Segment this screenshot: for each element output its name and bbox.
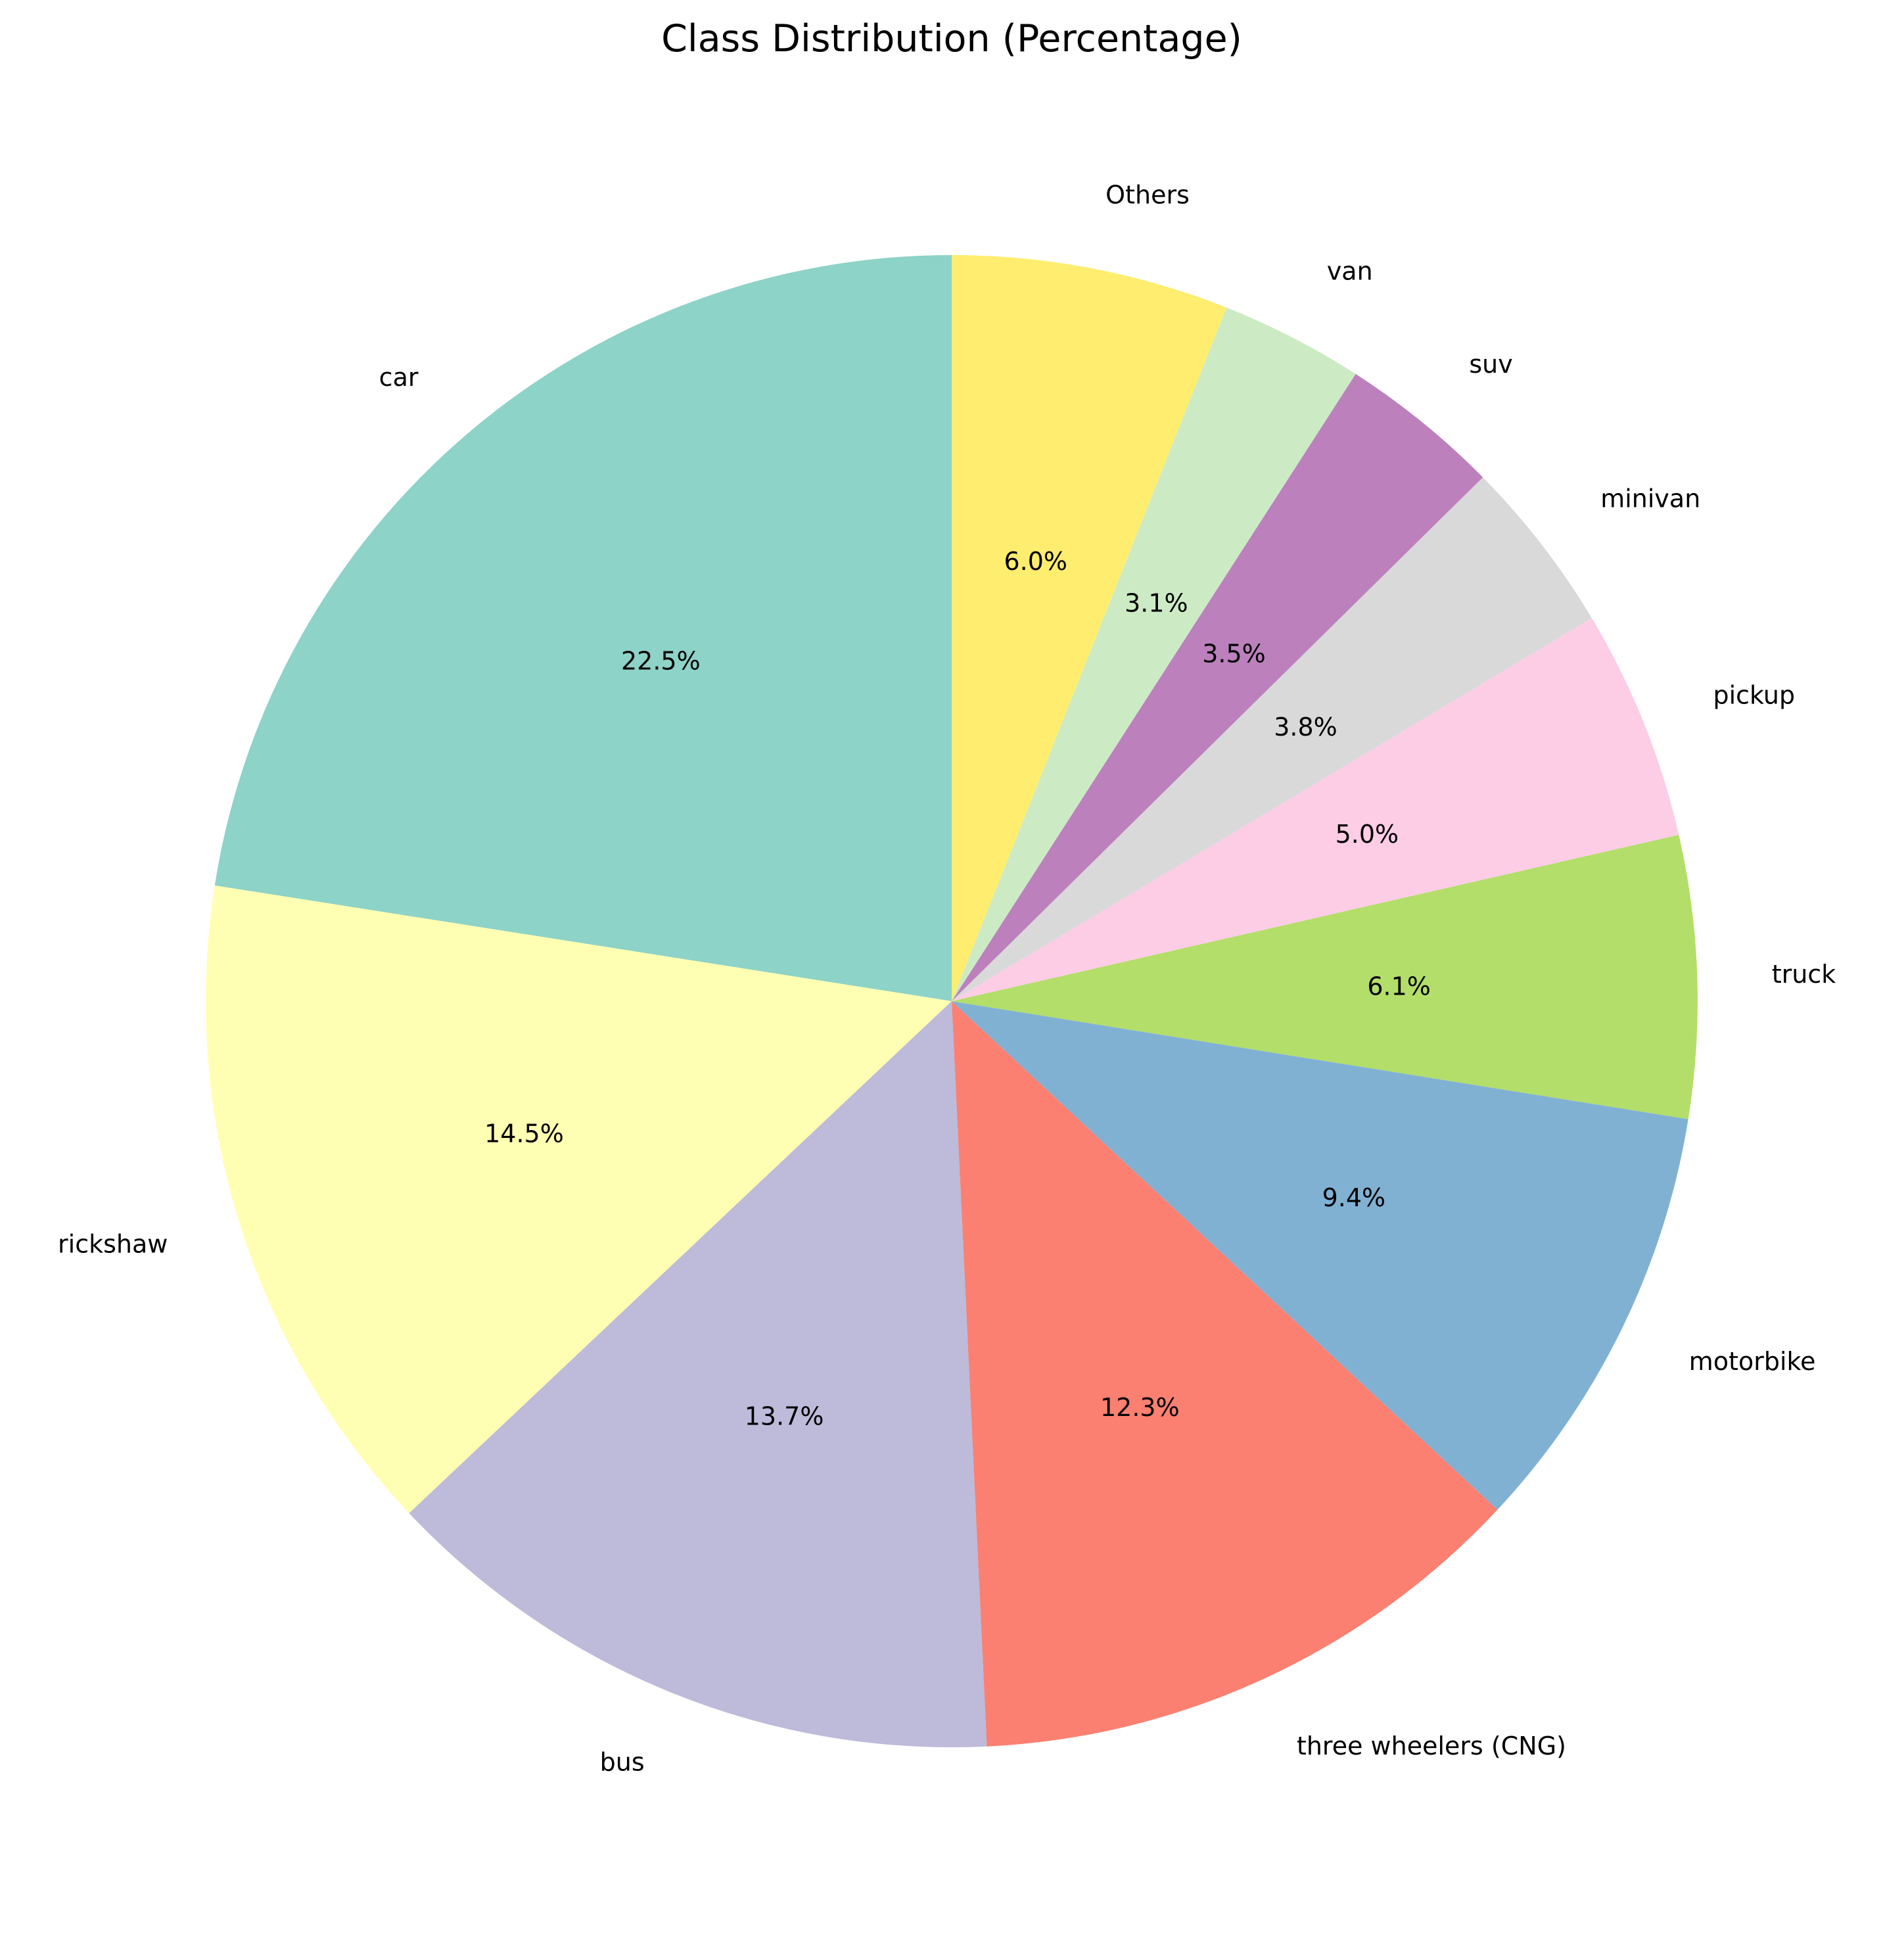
slice-label-pickup: pickup — [1713, 680, 1795, 709]
pie-slice-pickup — [952, 618, 1679, 1001]
pie-slices — [205, 255, 1698, 1747]
slice-label-truck: truck — [1772, 960, 1836, 989]
slice-label-minivan: minivan — [1600, 484, 1700, 513]
slice-label-van: van — [1327, 257, 1373, 286]
pie-slice-others — [952, 255, 1227, 1001]
pie-slice-van — [952, 307, 1356, 1001]
slice-label-others: Others — [1105, 181, 1190, 210]
pie-labels: car 22.5% rickshaw 14.5% bus 13.7% three wheel… — [58, 181, 1836, 1777]
chart-title: Class Distribution (Percentage) — [661, 17, 1242, 60]
pct-label-truck: 6.1% — [1367, 972, 1431, 1001]
pct-label-three-wheelers-cng: 12.3% — [1100, 1393, 1180, 1422]
slice-label-suv: suv — [1469, 350, 1512, 379]
pie-slice-truck — [952, 834, 1698, 1120]
pct-label-motorbike: 9.4% — [1322, 1183, 1386, 1212]
slice-label-three-wheelers-cng: three wheelers (CNG) — [1297, 1732, 1566, 1760]
pie-slice-suv — [952, 373, 1483, 1001]
pct-label-suv: 3.5% — [1202, 640, 1266, 669]
pie-slice-rickshaw — [205, 885, 952, 1513]
pct-label-bus: 13.7% — [745, 1402, 824, 1430]
pct-label-van: 3.1% — [1125, 588, 1188, 617]
slice-label-rickshaw: rickshaw — [58, 1229, 168, 1258]
pct-label-others: 6.0% — [1004, 547, 1067, 576]
pie-slice-motorbike — [952, 1001, 1688, 1510]
slice-label-car: car — [379, 363, 419, 392]
pct-label-minivan: 3.8% — [1274, 713, 1337, 742]
pie-slice-car — [214, 255, 952, 1001]
pie-slice-minivan — [952, 477, 1592, 1001]
pie-slice-three-wheelers-cng — [952, 1001, 1498, 1747]
slice-label-motorbike: motorbike — [1689, 1347, 1816, 1376]
pct-label-pickup: 5.0% — [1335, 820, 1399, 849]
slice-label-bus: bus — [600, 1748, 645, 1777]
pct-label-car: 22.5% — [621, 646, 701, 675]
pct-label-rickshaw: 14.5% — [484, 1119, 564, 1148]
pie-slice-bus — [409, 1001, 987, 1747]
